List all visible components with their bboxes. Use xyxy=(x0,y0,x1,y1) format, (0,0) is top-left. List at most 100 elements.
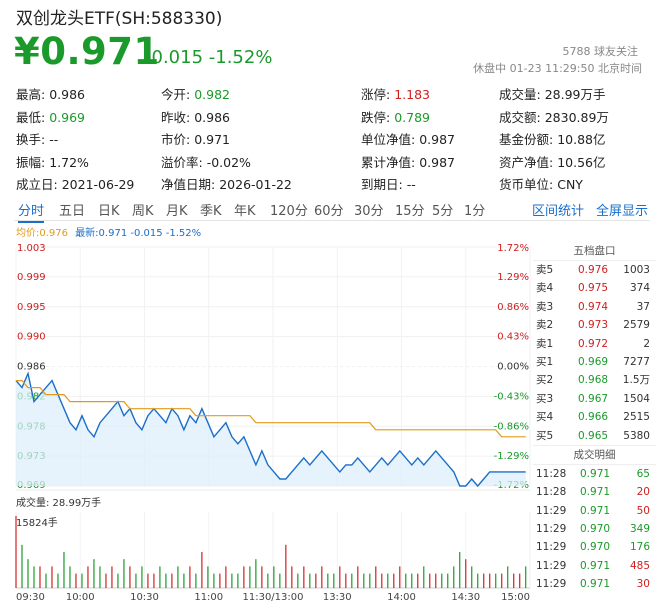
pct-tick-label: 0.43% xyxy=(497,332,529,343)
stat-item: 成立日: 2021-06-29 xyxy=(16,174,134,193)
latest-price-legend: 最新:0.971 -0.015 -1.52% xyxy=(75,228,202,239)
order-book-row: 买4 0.966 2515 xyxy=(533,408,656,426)
order-price: 0.972 xyxy=(578,337,609,350)
volume-bar xyxy=(87,566,89,588)
order-book-title: 五档盘口 xyxy=(533,242,656,261)
volume-bar xyxy=(201,552,203,588)
volume-bar xyxy=(513,573,515,588)
fullscreen-link[interactable]: 全屏显示 xyxy=(596,204,649,219)
market-status: 休盘中 01-23 11:29:50 北京时间 xyxy=(473,62,642,75)
volume-bar xyxy=(195,573,197,588)
volume-bar xyxy=(399,566,401,588)
tab-11[interactable]: 5分 xyxy=(432,204,454,219)
volume-bar xyxy=(483,573,485,588)
stat-item: 溢价率: -0.02% xyxy=(161,152,251,171)
volume-bar xyxy=(255,559,257,588)
stat-value: 0.986 xyxy=(194,109,231,125)
pct-tick-label: 1.72% xyxy=(497,243,529,254)
trade-price: 0.970 xyxy=(580,541,611,554)
volume-bar xyxy=(501,573,503,588)
pct-tick-label: -1.29% xyxy=(494,451,529,462)
tab-9[interactable]: 30分 xyxy=(354,204,384,219)
trade-row: 11:28 0.971 20 xyxy=(533,483,656,501)
volume-bar xyxy=(93,559,95,588)
tab-0[interactable]: 分时 xyxy=(18,200,45,223)
tab-3[interactable]: 周K xyxy=(132,204,154,219)
volume-bar xyxy=(117,573,119,588)
range-stats-link[interactable]: 区间统计 xyxy=(532,204,585,219)
volume-bar xyxy=(297,573,299,588)
volume-max-label: 15824手 xyxy=(16,518,58,529)
stat-label: 净值日期: xyxy=(161,177,216,192)
price-area xyxy=(16,373,526,486)
volume-bar xyxy=(495,573,497,588)
volume-bar xyxy=(417,573,419,588)
stat-item: 今开: 0.982 xyxy=(161,84,230,103)
order-volume: 1003 xyxy=(623,264,650,276)
series-line-latest xyxy=(15,371,526,488)
trade-volume: 176 xyxy=(629,541,650,554)
stat-label: 成交额: xyxy=(499,109,541,125)
order-volume: 2579 xyxy=(623,319,650,332)
stat-label: 换手: xyxy=(16,132,46,147)
volume-bar xyxy=(237,573,239,588)
followers-count[interactable]: 5788 球友关注 xyxy=(562,45,639,58)
volume-bar xyxy=(351,573,353,588)
tab-4[interactable]: 月K xyxy=(166,204,188,219)
stock-title: 双创龙头ETF(SH:588330) xyxy=(16,9,223,29)
tab-8[interactable]: 60分 xyxy=(314,204,344,219)
volume-bar xyxy=(477,573,479,588)
trade-volume: 349 xyxy=(629,523,650,536)
trade-volume: 20 xyxy=(636,486,650,499)
tab-10[interactable]: 15分 xyxy=(395,204,425,219)
tab-12[interactable]: 1分 xyxy=(464,204,486,219)
tab-6[interactable]: 年K xyxy=(234,204,256,219)
stat-item: 振幅: 1.72% xyxy=(16,152,89,171)
order-level-label: 买3 xyxy=(536,392,554,405)
stat-label: 累计净值: xyxy=(361,154,416,170)
trade-time: 11:28 xyxy=(536,486,567,499)
avg-price-legend: 均价:0.976 xyxy=(16,228,68,239)
tab-2[interactable]: 日K xyxy=(98,204,120,219)
volume-bar xyxy=(183,573,185,588)
order-volume: 1.5万 xyxy=(622,374,650,387)
stat-value: 0.969 xyxy=(49,109,86,125)
tab-7[interactable]: 120分 xyxy=(270,204,308,219)
order-volume: 7277 xyxy=(623,355,650,368)
stats-row: 最高: 0.986 今开: 0.982 涨停: 1.183 成交量: 28.99万手 xyxy=(16,82,646,105)
order-level-label: 买4 xyxy=(536,411,554,424)
volume-bar xyxy=(123,559,125,588)
volume-bar xyxy=(63,552,65,588)
volume-bar xyxy=(411,573,413,588)
trade-volume: 30 xyxy=(636,578,650,591)
volume-bar xyxy=(303,566,305,588)
order-price: 0.975 xyxy=(578,282,609,295)
order-price: 0.967 xyxy=(578,392,609,405)
volume-bar xyxy=(519,573,521,588)
order-volume: 2515 xyxy=(623,411,650,424)
pct-tick-label: 0.86% xyxy=(497,302,529,313)
volume-bar xyxy=(393,573,395,588)
volume-bar xyxy=(333,573,335,588)
stat-item: 累计净值: 0.987 xyxy=(361,152,455,171)
trade-row: 11:29 0.970 176 xyxy=(533,538,656,556)
volume-bar xyxy=(279,573,281,588)
stat-value: -0.02% xyxy=(206,154,251,170)
order-book-row: 卖5 0.976 1003 xyxy=(533,261,656,279)
order-level-label: 卖3 xyxy=(536,300,554,313)
trade-row: 11:29 0.971 50 xyxy=(533,502,656,520)
volume-bar xyxy=(375,566,377,588)
tab-1[interactable]: 五日 xyxy=(59,204,86,219)
order-level-label: 卖4 xyxy=(536,282,554,295)
stat-item: 净值日期: 2026-01-22 xyxy=(161,174,292,193)
trade-time: 11:28 xyxy=(536,467,567,480)
trade-time: 11:29 xyxy=(536,559,567,572)
volume-bar xyxy=(243,566,245,588)
tab-5[interactable]: 季K xyxy=(200,204,222,219)
volume-title: 成交量: 28.99万手 xyxy=(16,498,102,509)
trade-time: 11:29 xyxy=(536,541,567,554)
volume-bar xyxy=(219,573,221,588)
x-tick-label: 11:00 xyxy=(194,592,223,603)
volume-bar xyxy=(111,566,113,588)
